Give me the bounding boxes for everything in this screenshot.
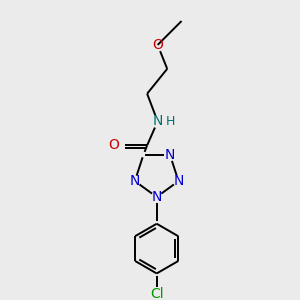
Text: N: N	[152, 190, 162, 204]
Text: N: N	[130, 174, 140, 188]
Text: N: N	[173, 174, 184, 188]
Text: N: N	[152, 114, 163, 128]
Text: O: O	[108, 138, 119, 152]
Text: N: N	[165, 148, 175, 163]
Text: Cl: Cl	[150, 287, 164, 300]
Text: O: O	[152, 38, 163, 52]
Text: H: H	[165, 115, 175, 128]
